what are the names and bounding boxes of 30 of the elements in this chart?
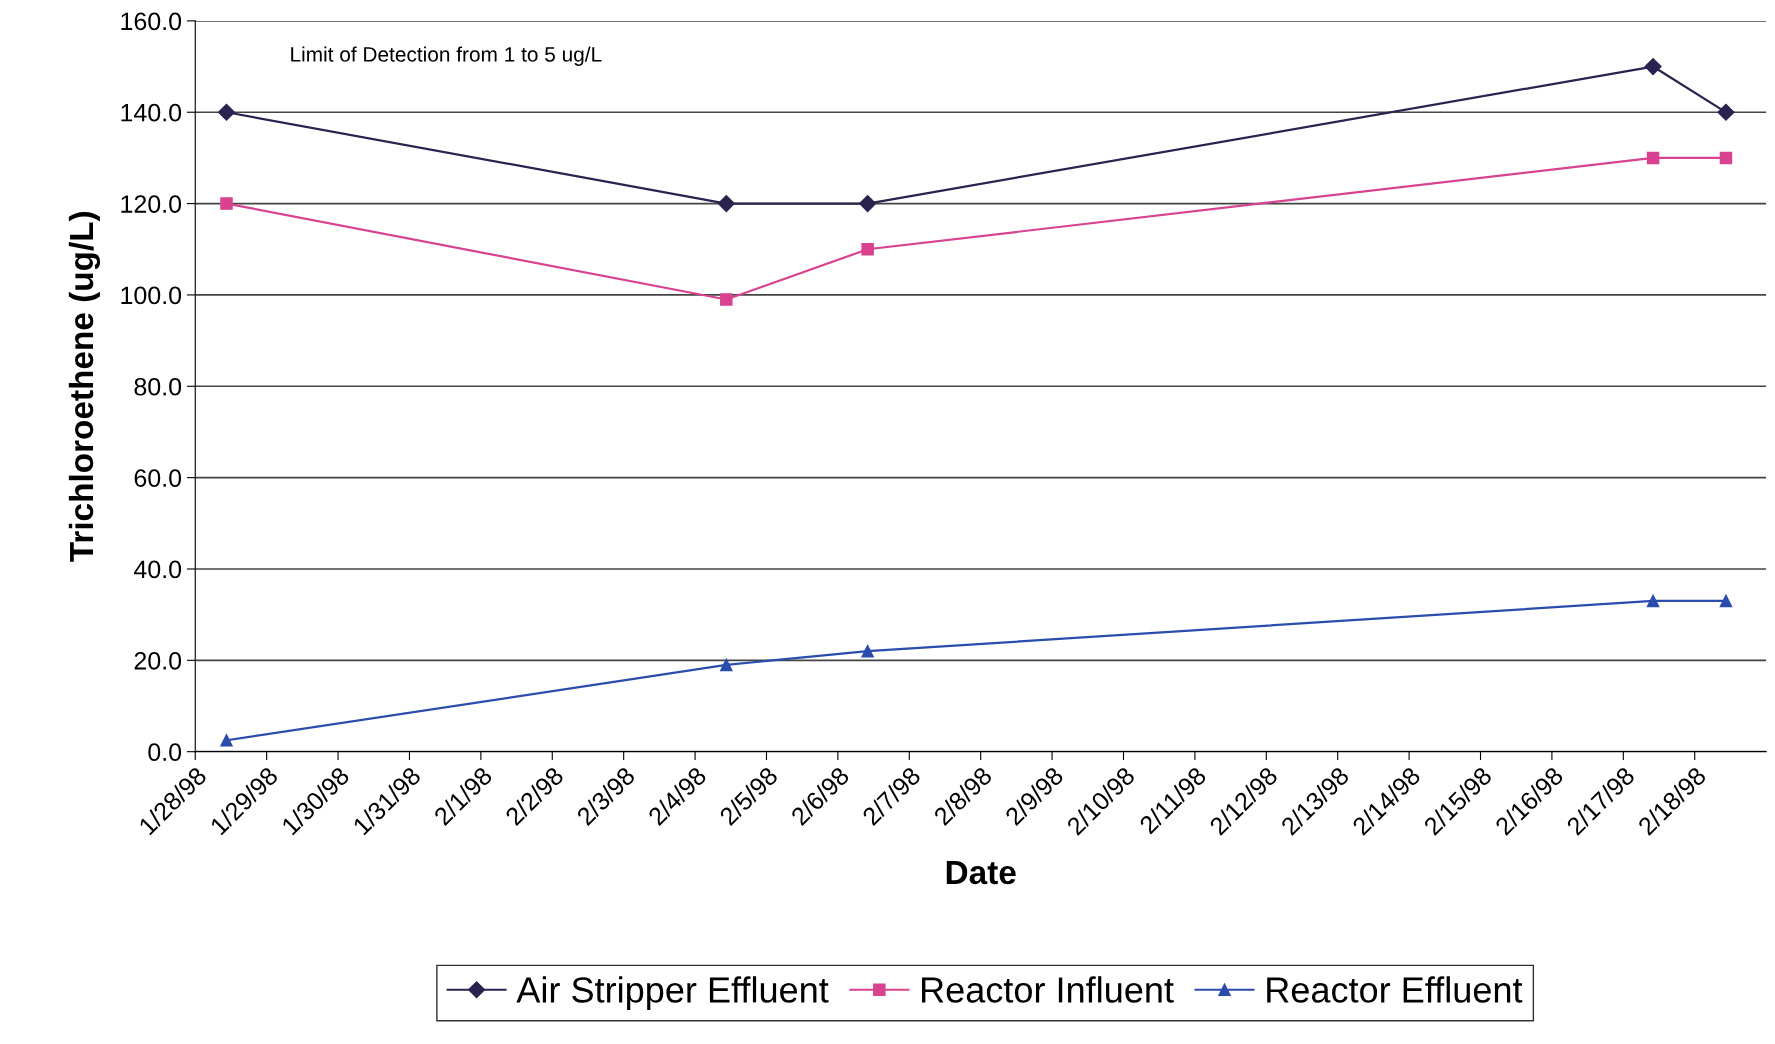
y-tick-label: 40.0 [133, 560, 182, 579]
point [1719, 594, 1733, 608]
point [1644, 58, 1662, 76]
point [220, 734, 233, 747]
point [1719, 151, 1733, 165]
point [1646, 594, 1660, 608]
y-axis-title: Trichloroethene (ug/L) [68, 211, 101, 562]
legend-label: Reactor Influent [922, 976, 1174, 1003]
point [859, 195, 877, 213]
y-tick-label: 160.0 [121, 12, 182, 31]
x-axis-title: Date [946, 861, 1016, 885]
point [1717, 103, 1735, 121]
y-tick-label: 80.0 [134, 377, 182, 396]
point [220, 197, 233, 210]
y-tick-label: 120.0 [121, 195, 182, 213]
y-tick-label: 60.0 [134, 469, 182, 487]
y-tick-label: 100.0 [121, 286, 182, 305]
point [717, 195, 735, 213]
y-tick-label: 140.0 [121, 103, 182, 122]
legend-label: Reactor Effluent [1267, 976, 1523, 1003]
point [1646, 151, 1660, 165]
legend-label: Air Stripper Effluent [516, 976, 829, 1010]
point [861, 243, 874, 256]
point [861, 644, 874, 658]
point [720, 293, 733, 306]
y-tick-label: 0.0 [148, 743, 182, 761]
point [720, 658, 733, 672]
annotation: Limit of Detection from 1 to 5 ug/L [291, 46, 602, 66]
y-tick-label: 20.0 [134, 651, 182, 670]
point [217, 103, 236, 121]
